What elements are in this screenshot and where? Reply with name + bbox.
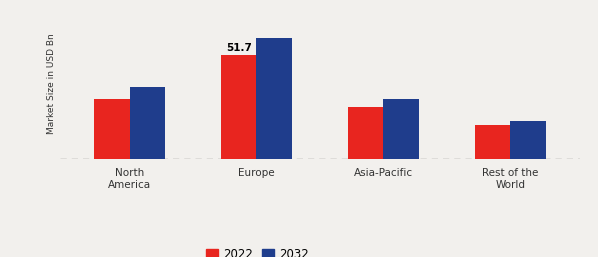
Bar [130, 87, 165, 159]
Text: 51.7: 51.7 [226, 43, 252, 53]
Bar [348, 107, 383, 159]
Bar [510, 121, 546, 159]
Bar [94, 99, 130, 159]
Legend: 2022, 2032: 2022, 2032 [203, 244, 312, 257]
Bar [383, 99, 419, 159]
Bar [221, 55, 257, 159]
Y-axis label: Market Size in USD Bn: Market Size in USD Bn [47, 33, 56, 134]
Bar [475, 125, 510, 159]
Bar [257, 38, 292, 159]
